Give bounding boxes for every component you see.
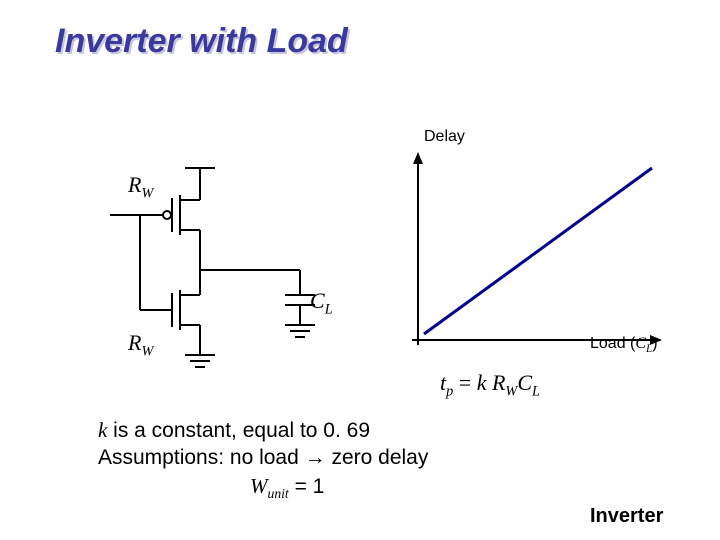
delay-equation: tp = k RWCL: [440, 370, 540, 400]
label-rw-top: RW: [128, 172, 153, 202]
delay-graph: [400, 150, 670, 360]
note-wunit: Wunit = 1: [250, 474, 324, 502]
title-text: Inverter with Load: [55, 22, 348, 60]
graph-y-label: Delay: [424, 128, 465, 146]
label-cl: CL: [310, 288, 333, 318]
label-rw-bottom: RW: [128, 330, 153, 360]
note-k-constant: k is a constant, equal to 0. 69: [98, 418, 370, 443]
note-assumptions: Assumptions: no load → zero delay: [98, 446, 428, 470]
page-title-front: Inverter with Load: [55, 22, 348, 61]
graph-x-label: Load (CL): [590, 335, 658, 355]
slide-footer: Inverter: [590, 505, 663, 528]
